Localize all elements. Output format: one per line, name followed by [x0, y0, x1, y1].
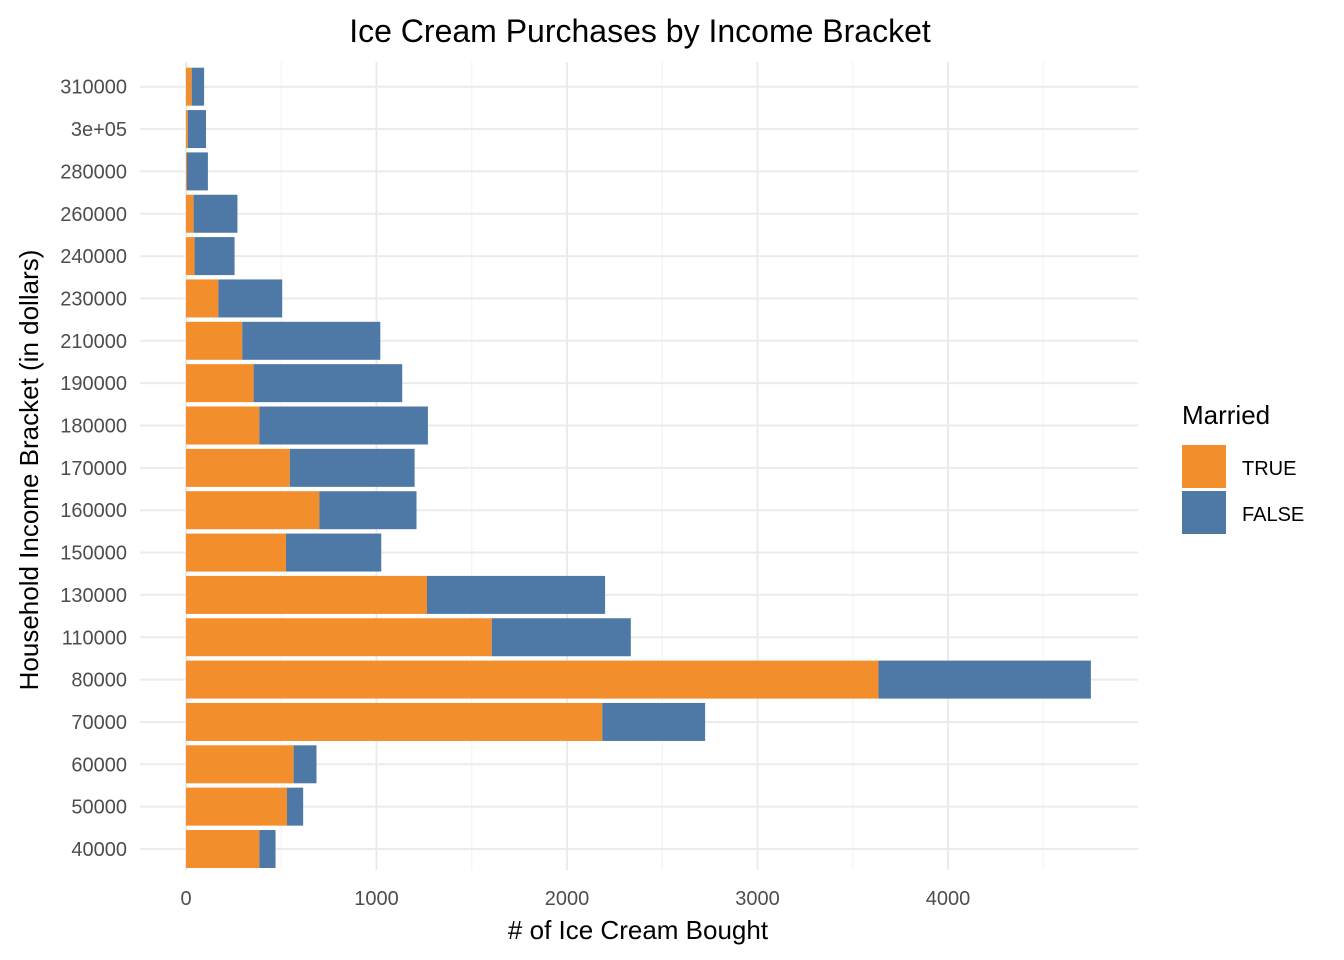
y-tick-label: 50000	[71, 797, 127, 819]
bar-false-310000	[191, 67, 205, 106]
bar-false-150000	[286, 533, 382, 572]
bar-false-50000	[286, 787, 304, 826]
y-tick-label: 80000	[71, 670, 127, 692]
y-tick-label: 160000	[60, 500, 127, 522]
bar-true-260000	[186, 194, 194, 233]
y-tick-label: 240000	[60, 246, 127, 268]
bar-false-170000	[289, 448, 415, 487]
legend-label-true: TRUE	[1242, 458, 1296, 480]
x-tick-label: 2000	[545, 888, 590, 910]
bar-true-230000	[186, 279, 219, 318]
y-tick-label: 150000	[60, 543, 127, 565]
bar-true-190000	[186, 364, 254, 403]
legend-key-true	[1182, 445, 1226, 488]
y-tick-label: 110000	[62, 627, 127, 649]
bar-true-40000	[186, 830, 260, 868]
x-tick-label: 1000	[354, 888, 399, 910]
bar-true-210000	[186, 321, 243, 360]
x-axis-title: # of Ice Cream Bought	[508, 915, 769, 945]
y-tick-label: 280000	[60, 161, 127, 183]
y-tick-label: 230000	[60, 288, 127, 310]
bar-false-110000	[491, 618, 631, 657]
bar-false-40000	[259, 830, 276, 868]
bar-false-210000	[242, 321, 381, 360]
y-tick-label: 180000	[60, 416, 127, 438]
y-tick-label: 210000	[60, 331, 127, 353]
bar-true-3e+05	[186, 110, 188, 149]
bar-false-180000	[259, 406, 428, 445]
bar-false-60000	[293, 745, 317, 784]
x-tick-label: 3000	[735, 888, 780, 910]
bar-false-230000	[218, 279, 283, 318]
bar-false-70000	[602, 702, 706, 741]
bar-true-60000	[186, 745, 294, 784]
y-tick-label: 70000	[71, 712, 127, 734]
x-axis-tick-labels: 0 1000 2000 3000 4000	[180, 888, 970, 910]
y-tick-label: 260000	[60, 204, 127, 226]
legend: Married TRUE FALSE	[1182, 400, 1304, 534]
bar-false-80000	[878, 660, 1091, 699]
y-tick-label: 170000	[60, 458, 127, 480]
y-axis-title: Household Income Bracket (in dollars)	[14, 250, 44, 691]
x-tick-label: 0	[180, 888, 191, 910]
bar-false-240000	[194, 237, 235, 276]
bar-true-130000	[186, 575, 427, 614]
bar-false-130000	[426, 575, 606, 614]
y-tick-label: 190000	[60, 373, 127, 395]
legend-label-false: FALSE	[1242, 504, 1304, 526]
bar-true-110000	[186, 618, 492, 657]
bar-true-180000	[186, 406, 260, 445]
y-tick-label: 3e+05	[71, 119, 127, 141]
bar-true-80000	[186, 660, 879, 699]
chart-title: Ice Cream Purchases by Income Bracket	[349, 13, 931, 49]
y-tick-label: 310000	[60, 77, 127, 99]
y-tick-label: 40000	[71, 839, 127, 861]
y-tick-label: 60000	[71, 754, 127, 776]
bar-false-280000	[186, 152, 208, 191]
bars	[186, 67, 1091, 868]
bar-false-160000	[319, 491, 417, 530]
bar-false-190000	[253, 364, 403, 403]
bar-false-260000	[193, 194, 238, 233]
x-tick-label: 4000	[926, 888, 971, 910]
legend-key-false	[1182, 491, 1226, 534]
bar-true-160000	[186, 491, 320, 530]
bar-true-280000	[186, 152, 187, 191]
bar-true-150000	[186, 533, 287, 572]
legend-title: Married	[1182, 400, 1270, 430]
bar-false-3e+05	[187, 110, 207, 149]
bar-true-240000	[186, 237, 195, 276]
bar-true-310000	[186, 67, 192, 106]
y-axis-tick-labels: 40000 50000 60000 70000 80000 110000 130000 150…	[60, 77, 127, 861]
bar-true-170000	[186, 448, 290, 487]
bar-true-70000	[186, 702, 603, 741]
y-tick-label: 130000	[60, 585, 127, 607]
bar-true-50000	[186, 787, 287, 826]
